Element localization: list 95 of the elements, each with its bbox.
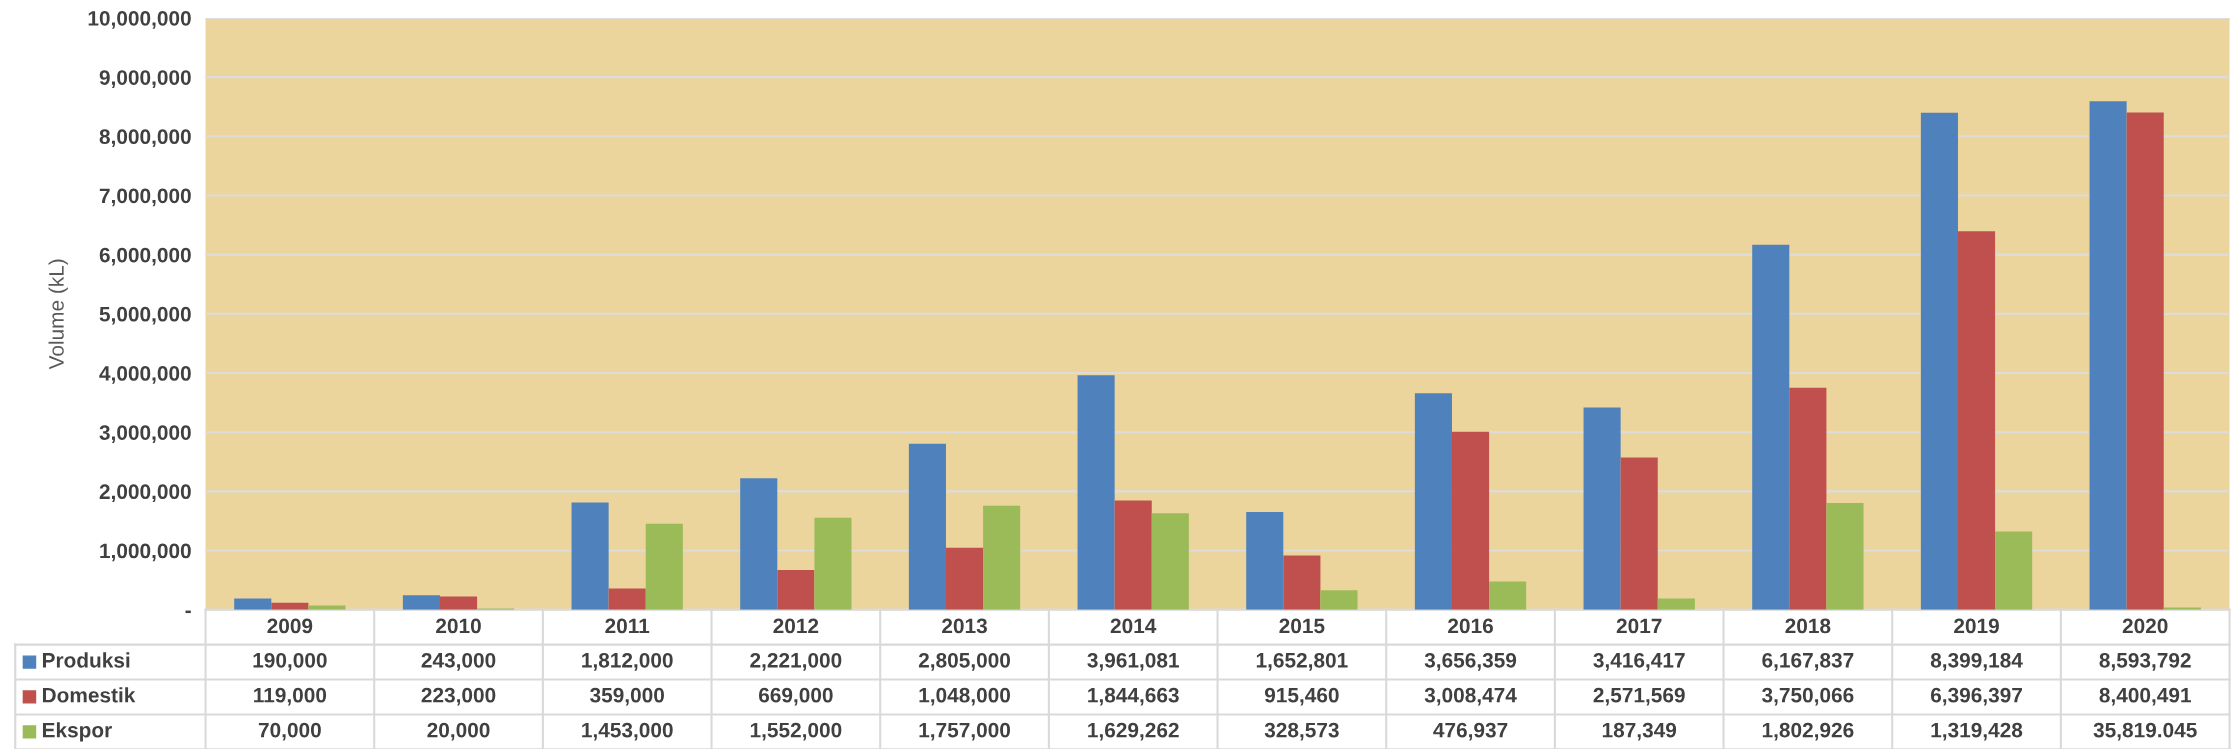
bar	[1489, 581, 1527, 610]
x-tick-label: 2013	[942, 618, 987, 634]
data-label: 119,000	[254, 687, 327, 706]
x-tick-label: 2020	[2122, 618, 2168, 634]
y-tick-label: 9,000,000	[99, 70, 191, 88]
x-tick-label: 2010	[436, 618, 481, 634]
bar	[2126, 112, 2164, 610]
bar	[740, 478, 778, 610]
x-tick-label: 2017	[1616, 618, 1662, 634]
data-label: 1,453,000	[582, 722, 673, 741]
y-tick-label: 1,000,000	[100, 543, 191, 562]
data-label: 6,396,397	[1930, 687, 2022, 706]
bar	[1620, 457, 1658, 610]
data-label: 8,399,184	[1930, 652, 2023, 671]
data-label: 35,819.045	[2093, 722, 2197, 741]
data-label: 328,573	[1264, 722, 1339, 741]
x-tick-label: 2018	[1785, 618, 1831, 634]
bar	[402, 595, 440, 610]
data-label: 359,000	[590, 687, 664, 706]
bar	[234, 598, 272, 610]
bar	[1920, 112, 1958, 610]
y-tick-label: 2,000,000	[99, 484, 191, 503]
data-label: 669,000	[758, 687, 833, 706]
data-label: 3,008,474	[1424, 687, 1517, 706]
bar	[814, 517, 852, 610]
data-label: 3,416,417	[1593, 652, 1685, 671]
legend-label: Ekspor	[42, 722, 112, 742]
x-tick-label: 2011	[605, 618, 650, 634]
bar	[777, 570, 815, 610]
bar	[645, 523, 683, 610]
bar	[1320, 590, 1358, 610]
bar	[1114, 500, 1152, 610]
data-label: 1,812,000	[582, 652, 673, 671]
y-tick-label: 6,000,000	[99, 247, 191, 266]
data-label: 2,571,569	[1593, 687, 1685, 706]
bar	[983, 505, 1021, 610]
bar	[1752, 244, 1790, 610]
data-label: 3,750,066	[1762, 687, 1854, 706]
bar	[2089, 101, 2127, 610]
x-tick-label: 2012	[773, 618, 819, 634]
data-label: 1,629,262	[1088, 722, 1179, 741]
bar	[1789, 387, 1827, 610]
data-label: 1,319,428	[1931, 722, 2023, 741]
data-label: 2,805,000	[918, 652, 1011, 671]
y-tick-label: 10,000,000	[88, 10, 191, 29]
x-tick-label: 2009	[267, 618, 313, 634]
bar	[608, 588, 646, 610]
y-tick-label: 8,000,000	[99, 129, 191, 148]
bar	[1826, 503, 1864, 610]
data-label: 70,000	[258, 722, 321, 741]
y-tick-label: 3,000,000	[99, 425, 191, 443]
bar	[1583, 407, 1621, 610]
x-tick-label: 2015	[1279, 618, 1325, 634]
data-label: 1,757,000	[919, 722, 1011, 741]
x-tick-label: 2016	[1448, 618, 1493, 634]
bar	[1957, 231, 1996, 610]
data-label: 20,000	[427, 722, 490, 741]
data-label: 2,221,000	[750, 652, 842, 671]
bar	[571, 502, 609, 610]
x-tick-label: 2019	[1954, 618, 1999, 634]
bar	[1151, 513, 1189, 610]
data-label: 8,593,792	[2099, 652, 2191, 671]
y-tick-label: -	[185, 610, 191, 614]
data-label: 190,000	[253, 652, 327, 671]
bar	[1995, 531, 2033, 610]
data-label: 1,802,926	[1762, 722, 1854, 741]
data-label: 3,961,081	[1087, 652, 1179, 671]
data-label: 1,552,000	[750, 722, 842, 741]
legend-label: Produksi	[42, 652, 130, 668]
bar	[1077, 375, 1115, 610]
x-tick-label: 2014	[1110, 618, 1157, 634]
bar	[1657, 598, 1695, 610]
data-label: 187,349	[1602, 722, 1677, 741]
data-label: 476,937	[1433, 722, 1508, 741]
data-label: 1,048,000	[919, 687, 1011, 706]
bar	[1283, 555, 1321, 610]
bar	[945, 547, 984, 610]
bar	[439, 596, 478, 610]
bar	[908, 443, 946, 610]
bar	[1451, 431, 1490, 610]
data-label: 8,400,491	[2099, 687, 2191, 706]
data-label: 243,000	[421, 652, 496, 671]
data-label: 1,844,663	[1088, 687, 1179, 706]
data-label: 3,656,359	[1424, 652, 1517, 671]
data-label: 6,167,837	[1762, 652, 1854, 671]
data-label: 1,652,801	[1256, 652, 1348, 671]
data-label: 915,460	[1264, 687, 1339, 706]
legend-label: Domestik	[42, 687, 136, 703]
y-tick-label: 7,000,000	[99, 188, 191, 207]
y-tick-label: 5,000,000	[99, 306, 191, 325]
y-tick-label: 4,000,000	[99, 366, 191, 384]
data-label: 223,000	[421, 687, 496, 706]
bar	[1414, 393, 1452, 610]
bar	[1246, 511, 1284, 610]
y-axis-title: Volume (kL)	[48, 259, 68, 370]
